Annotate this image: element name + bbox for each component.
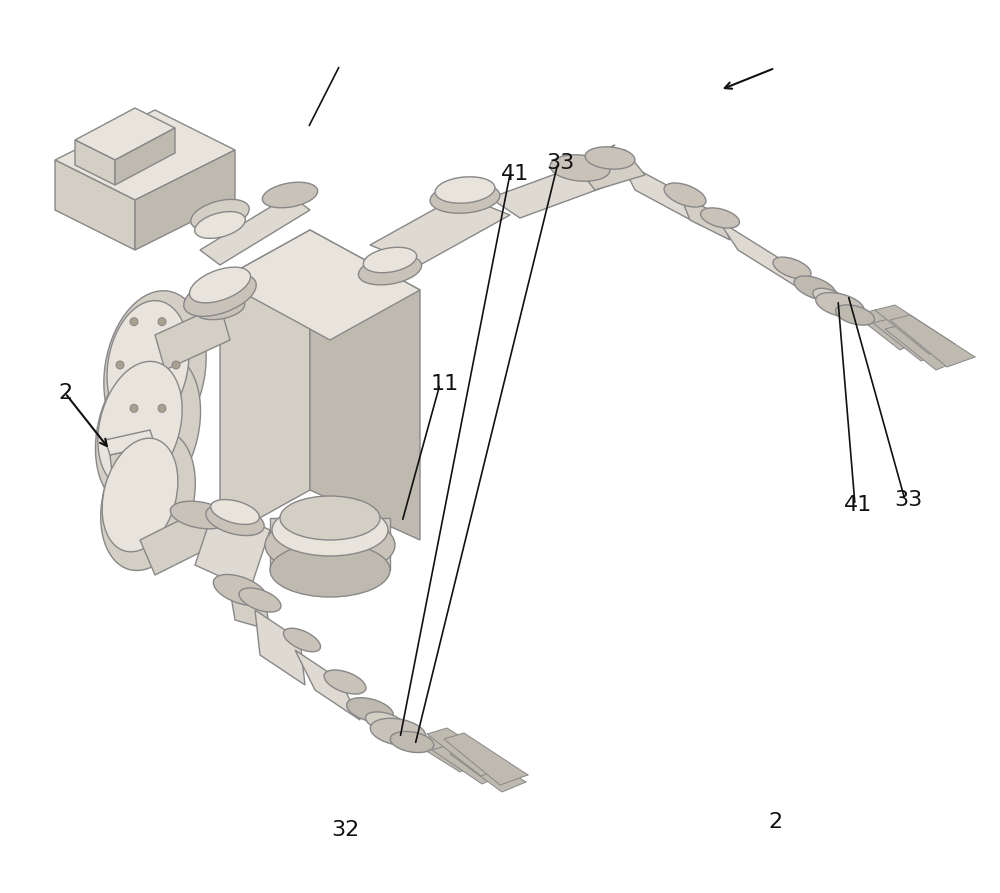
Ellipse shape	[270, 543, 390, 597]
Polygon shape	[873, 318, 943, 361]
Ellipse shape	[283, 629, 321, 652]
Polygon shape	[115, 128, 175, 185]
Polygon shape	[140, 510, 215, 575]
Circle shape	[158, 405, 166, 413]
Circle shape	[172, 361, 180, 369]
Circle shape	[130, 405, 138, 413]
Text: 33: 33	[546, 153, 574, 172]
Ellipse shape	[585, 146, 635, 169]
Polygon shape	[155, 305, 230, 370]
Text: 41: 41	[501, 164, 529, 184]
Ellipse shape	[102, 438, 178, 552]
Ellipse shape	[280, 496, 380, 540]
Ellipse shape	[664, 183, 706, 207]
Polygon shape	[310, 230, 420, 540]
Polygon shape	[255, 610, 305, 685]
Ellipse shape	[184, 273, 256, 316]
Ellipse shape	[363, 247, 417, 272]
Polygon shape	[230, 590, 270, 630]
Ellipse shape	[191, 199, 249, 230]
Ellipse shape	[239, 588, 281, 612]
Ellipse shape	[370, 718, 426, 746]
Ellipse shape	[262, 182, 318, 208]
Ellipse shape	[347, 697, 393, 722]
Polygon shape	[490, 165, 610, 218]
Text: 41: 41	[844, 495, 872, 514]
Ellipse shape	[366, 712, 404, 732]
Ellipse shape	[170, 501, 230, 529]
Ellipse shape	[213, 574, 267, 605]
Ellipse shape	[358, 255, 422, 285]
Polygon shape	[220, 230, 310, 540]
Polygon shape	[110, 445, 160, 500]
Polygon shape	[575, 145, 615, 165]
Polygon shape	[875, 305, 955, 354]
Polygon shape	[432, 744, 504, 784]
Ellipse shape	[195, 296, 245, 320]
Text: 2: 2	[768, 812, 782, 831]
Text: 33: 33	[894, 490, 922, 510]
Ellipse shape	[430, 183, 500, 213]
Polygon shape	[370, 195, 510, 265]
Ellipse shape	[272, 504, 388, 556]
Ellipse shape	[390, 731, 434, 753]
Polygon shape	[575, 150, 645, 190]
Polygon shape	[295, 650, 360, 720]
Ellipse shape	[211, 499, 259, 524]
Circle shape	[116, 361, 124, 369]
Polygon shape	[135, 150, 235, 250]
Text: 11: 11	[431, 374, 459, 394]
Ellipse shape	[98, 362, 182, 488]
Ellipse shape	[813, 288, 847, 308]
Polygon shape	[718, 220, 810, 295]
Polygon shape	[75, 140, 115, 185]
Ellipse shape	[836, 305, 874, 325]
Text: 32: 32	[331, 821, 359, 840]
Polygon shape	[200, 195, 310, 265]
Circle shape	[130, 318, 138, 326]
Polygon shape	[680, 195, 730, 240]
Polygon shape	[885, 324, 960, 370]
Polygon shape	[195, 505, 270, 590]
Ellipse shape	[206, 505, 264, 536]
Polygon shape	[270, 518, 390, 570]
Polygon shape	[412, 736, 480, 772]
Polygon shape	[55, 160, 135, 250]
Polygon shape	[55, 110, 235, 200]
Ellipse shape	[104, 291, 206, 449]
Polygon shape	[620, 160, 700, 225]
Ellipse shape	[95, 352, 201, 508]
Ellipse shape	[794, 276, 836, 300]
Ellipse shape	[701, 208, 739, 228]
Ellipse shape	[816, 293, 864, 317]
Polygon shape	[427, 728, 507, 776]
Ellipse shape	[773, 257, 811, 279]
Ellipse shape	[101, 430, 195, 571]
Polygon shape	[444, 733, 528, 785]
Polygon shape	[220, 230, 420, 340]
Ellipse shape	[435, 177, 495, 204]
Ellipse shape	[189, 267, 251, 303]
Ellipse shape	[107, 301, 189, 430]
Polygon shape	[890, 315, 975, 367]
Ellipse shape	[324, 670, 366, 694]
Polygon shape	[855, 310, 920, 350]
Polygon shape	[105, 430, 155, 455]
Polygon shape	[75, 108, 175, 160]
Text: 2: 2	[58, 383, 72, 403]
Ellipse shape	[195, 212, 245, 238]
Ellipse shape	[265, 515, 395, 575]
Polygon shape	[450, 748, 526, 792]
Ellipse shape	[550, 154, 610, 181]
Circle shape	[158, 318, 166, 326]
